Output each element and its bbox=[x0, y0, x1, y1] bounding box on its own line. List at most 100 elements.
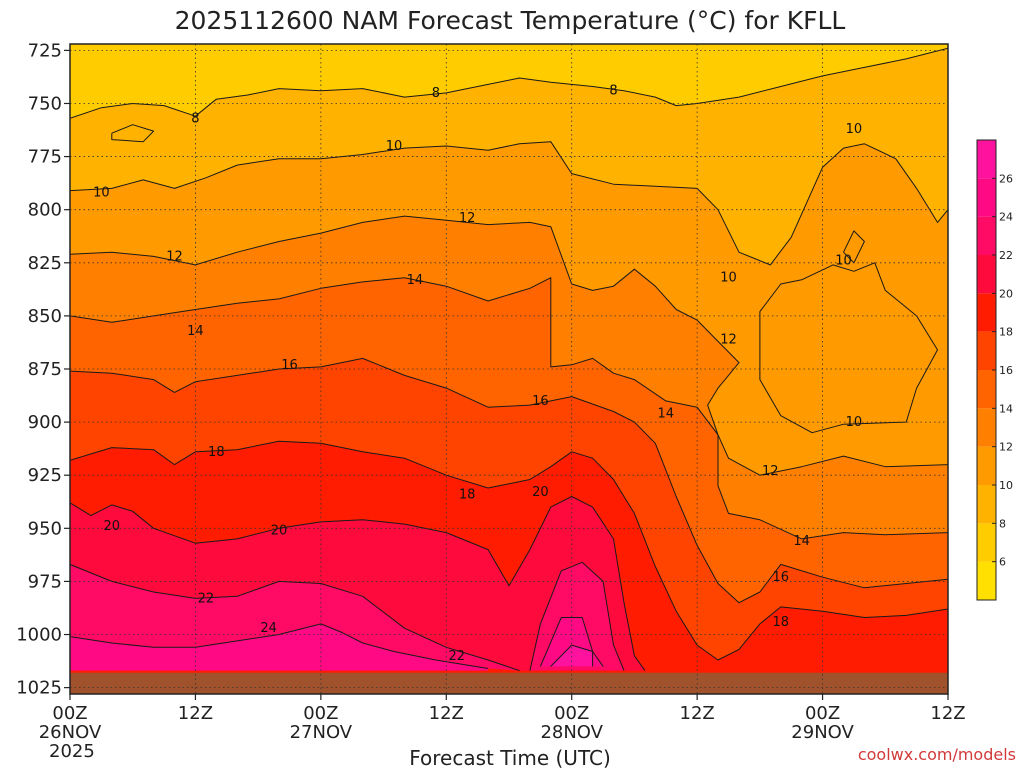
isotherm-label: 10 bbox=[846, 122, 863, 137]
isotherm-18 bbox=[70, 440, 948, 661]
isotherm-label: 14 bbox=[187, 324, 204, 339]
isotherm-label: 12 bbox=[720, 332, 737, 347]
x-tick-label: 29NOV bbox=[791, 722, 854, 743]
temperature-band bbox=[550, 645, 593, 667]
isotherm-10 bbox=[843, 230, 865, 264]
colorbar-swatch bbox=[977, 331, 996, 370]
isotherm-label: 18 bbox=[459, 487, 476, 502]
temperature-band bbox=[70, 141, 948, 476]
x-tick-label: 28NOV bbox=[540, 722, 603, 743]
colorbar-label: 16 bbox=[999, 364, 1013, 377]
isotherm-label: 12 bbox=[762, 464, 779, 479]
isotherm-lines bbox=[70, 47, 948, 672]
isotherm-24 bbox=[539, 617, 604, 667]
colorbar-label: 26 bbox=[999, 172, 1013, 185]
y-tick-label: 950 bbox=[28, 518, 62, 539]
plot-area: 8 8 8 10 10 10 10 10 10 12 12 12 12 14 14 14 14 16 16 16 18 1… bbox=[70, 44, 948, 694]
x-tick-label: 00Z bbox=[303, 703, 338, 724]
grid-lines bbox=[70, 44, 948, 694]
colorbar-label: 10 bbox=[999, 479, 1013, 492]
isotherm-label: 14 bbox=[407, 273, 424, 288]
colorbar-swatch bbox=[977, 293, 996, 332]
isotherm-20 bbox=[70, 496, 646, 671]
colorbar-legend: 6 8 10 12 14 16 18 20 22 24 26 bbox=[976, 139, 1013, 601]
temperature-band bbox=[70, 496, 645, 671]
x-tick-label: 00Z bbox=[805, 703, 840, 724]
x-tick-label: 26NOV bbox=[39, 722, 102, 743]
x-tick-label: 12Z bbox=[429, 703, 464, 724]
credit-text: coolwx.com/models bbox=[858, 745, 1016, 764]
isotherm-label: 24 bbox=[260, 621, 277, 636]
isotherm-label: 10 bbox=[835, 254, 852, 269]
isotherm-label: 14 bbox=[793, 534, 810, 549]
temperature-band bbox=[70, 44, 948, 119]
isotherm-label: 16 bbox=[281, 358, 298, 373]
colorbar-swatch bbox=[977, 370, 996, 409]
isotherm-label: 10 bbox=[93, 186, 110, 201]
colorbar-label: 18 bbox=[999, 326, 1013, 339]
isotherm-label: 10 bbox=[846, 415, 863, 430]
colorbar-swatch bbox=[977, 446, 996, 485]
isotherm-12 bbox=[70, 215, 948, 476]
isotherm-label: 20 bbox=[271, 523, 288, 538]
y-tick-label: 975 bbox=[28, 571, 62, 592]
isotherm-label: 8 bbox=[191, 111, 199, 126]
temperature-band bbox=[70, 48, 948, 265]
temperature-band bbox=[70, 623, 489, 671]
isotherm-label: 14 bbox=[658, 407, 675, 422]
isotherm-label: 8 bbox=[609, 84, 617, 99]
colorbar-swatch bbox=[977, 140, 996, 179]
y-tick-label: 850 bbox=[28, 306, 62, 327]
isotherm-10 bbox=[70, 141, 948, 266]
colorbar-swatch bbox=[977, 216, 996, 255]
temperature-band bbox=[70, 564, 520, 671]
isotherm-label: 22 bbox=[198, 591, 215, 606]
isotherm-8 bbox=[111, 124, 155, 143]
colorbar-swatch bbox=[977, 561, 996, 600]
colorbar-label: 20 bbox=[999, 287, 1013, 300]
isotherm-label: 20 bbox=[532, 485, 549, 500]
y-tick-label: 875 bbox=[28, 359, 62, 380]
x-tick-label: 00Z bbox=[554, 703, 589, 724]
isotherm-16 bbox=[70, 357, 948, 604]
isotherm-22 bbox=[529, 561, 625, 671]
isotherm-label: 10 bbox=[386, 139, 403, 154]
x-tick-label: 27NOV bbox=[290, 722, 353, 743]
y-tick-label: 825 bbox=[28, 253, 62, 274]
colorbar-swatch bbox=[977, 485, 996, 524]
colorbar-label: 22 bbox=[999, 249, 1013, 262]
x-tick-label: 00Z bbox=[52, 703, 87, 724]
y-tick-label: 1025 bbox=[16, 678, 62, 699]
colorbar-label: 24 bbox=[999, 211, 1013, 224]
isotherm-label: 22 bbox=[448, 649, 465, 664]
isotherm-22 bbox=[70, 563, 520, 672]
y-tick-label: 750 bbox=[28, 93, 62, 114]
isotherm-label: 18 bbox=[772, 615, 789, 630]
y-tick-label: 925 bbox=[28, 465, 62, 486]
x-tick-label: 2025 bbox=[49, 741, 95, 762]
isotherm-label: 8 bbox=[432, 86, 440, 101]
temperature-band bbox=[70, 441, 948, 671]
isotherm-label: 12 bbox=[166, 249, 183, 264]
y-tick-label: 900 bbox=[28, 412, 62, 433]
y-tick-label: 800 bbox=[28, 200, 62, 221]
colorbar-swatch bbox=[977, 408, 996, 447]
isotherm-label: 16 bbox=[772, 570, 789, 585]
isotherm-label: 18 bbox=[208, 445, 225, 460]
temperature-band bbox=[70, 358, 948, 660]
isotherm-26 bbox=[550, 644, 594, 667]
colorbar-swatch bbox=[977, 255, 996, 294]
isotherm-label: 12 bbox=[459, 211, 476, 226]
chart-title: 2025112600 NAM Forecast Temperature (°C)… bbox=[175, 6, 846, 35]
colorbar-label: 6 bbox=[999, 556, 1006, 569]
x-tick-label: 12Z bbox=[930, 703, 965, 724]
below-ground-shading bbox=[70, 672, 948, 694]
colorbar-swatch bbox=[977, 523, 996, 562]
colorbar-label: 8 bbox=[999, 517, 1006, 530]
y-tick-label: 1000 bbox=[16, 625, 62, 646]
x-axis-title: Forecast Time (UTC) bbox=[409, 746, 611, 768]
isotherm-labels: 8 8 8 10 10 10 10 10 10 12 12 12 12 14 14 14 14 16 16 16 18 1… bbox=[93, 84, 862, 664]
x-tick-label: 12Z bbox=[178, 703, 213, 724]
isotherm-14 bbox=[70, 277, 948, 540]
